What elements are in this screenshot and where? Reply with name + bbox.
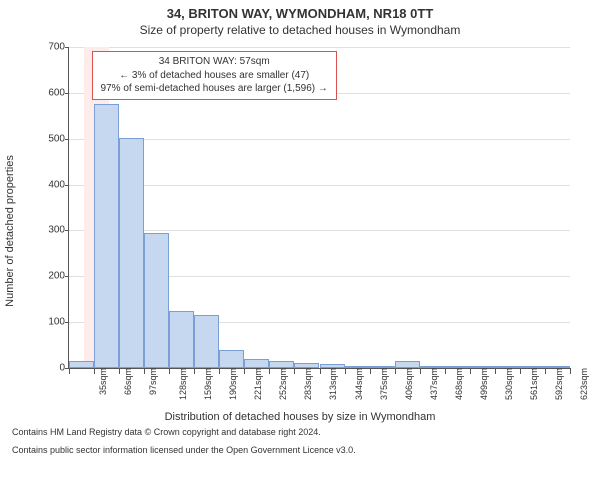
page-subtitle: Size of property relative to detached ho…	[0, 23, 600, 37]
x-tick-label: 128sqm	[178, 368, 188, 400]
x-tick-mark	[395, 368, 396, 374]
x-tick-mark	[345, 368, 346, 374]
x-tick-mark	[470, 368, 471, 374]
x-tick-mark	[520, 368, 521, 374]
x-tick-mark	[420, 368, 421, 374]
footer-line-2: Contains public sector information licen…	[12, 445, 588, 457]
y-tick-label: 0	[35, 363, 65, 374]
page-title: 34, BRITON WAY, WYMONDHAM, NR18 0TT	[0, 6, 600, 21]
x-tick-mark	[244, 368, 245, 374]
gridline	[69, 47, 570, 48]
x-tick-mark	[545, 368, 546, 374]
x-tick-label: 344sqm	[354, 368, 364, 400]
x-tick-mark	[445, 368, 446, 374]
x-axis-label: Distribution of detached houses by size …	[165, 411, 436, 423]
x-tick-label: 623sqm	[579, 368, 589, 400]
bar	[144, 233, 169, 368]
x-tick-label: 66sqm	[123, 368, 133, 395]
chart-area: Number of detached properties 0100200300…	[20, 41, 580, 421]
y-tick-label: 300	[35, 225, 65, 236]
y-tick-mark	[65, 230, 69, 231]
bar	[244, 359, 269, 368]
y-tick-label: 600	[35, 87, 65, 98]
x-tick-label: 221sqm	[253, 368, 263, 400]
x-tick-label: 530sqm	[504, 368, 514, 400]
x-tick-label: 252sqm	[278, 368, 288, 400]
x-tick-label: 97sqm	[148, 368, 158, 395]
legend-box: 34 BRITON WAY: 57sqm ← 3% of detached ho…	[92, 51, 337, 100]
x-tick-label: 437sqm	[429, 368, 439, 400]
x-tick-mark	[119, 368, 120, 374]
x-tick-mark	[219, 368, 220, 374]
x-tick-mark	[495, 368, 496, 374]
x-tick-mark	[294, 368, 295, 374]
x-tick-mark	[194, 368, 195, 374]
legend-line-2: ← 3% of detached houses are smaller (47)	[101, 69, 328, 83]
x-tick-label: 283sqm	[303, 368, 313, 400]
x-tick-label: 406sqm	[404, 368, 414, 400]
x-tick-mark	[94, 368, 95, 374]
y-axis-label: Number of detached properties	[4, 155, 16, 307]
y-tick-mark	[65, 322, 69, 323]
y-tick-label: 100	[35, 317, 65, 328]
bar	[219, 350, 244, 368]
x-tick-label: 35sqm	[98, 368, 108, 395]
x-tick-mark	[570, 368, 571, 374]
y-tick-mark	[65, 276, 69, 277]
x-tick-label: 313sqm	[328, 368, 338, 400]
plot-area: 010020030040050060070035sqm66sqm97sqm128…	[68, 47, 570, 369]
x-tick-label: 592sqm	[554, 368, 564, 400]
gridline	[69, 185, 570, 186]
x-tick-mark	[269, 368, 270, 374]
gridline	[69, 139, 570, 140]
bar	[119, 138, 144, 368]
x-tick-mark	[169, 368, 170, 374]
y-tick-label: 400	[35, 179, 65, 190]
bar	[169, 311, 194, 368]
x-tick-mark	[370, 368, 371, 374]
footer-line-1: Contains HM Land Registry data © Crown c…	[12, 427, 588, 439]
legend-line-3: 97% of semi-detached houses are larger (…	[101, 82, 328, 96]
y-tick-label: 200	[35, 271, 65, 282]
y-tick-label: 700	[35, 42, 65, 53]
x-tick-label: 561sqm	[529, 368, 539, 400]
y-tick-mark	[65, 185, 69, 186]
bar	[194, 315, 219, 368]
gridline	[69, 230, 570, 231]
bar	[395, 361, 420, 368]
y-tick-mark	[65, 47, 69, 48]
x-tick-mark	[320, 368, 321, 374]
y-tick-mark	[65, 93, 69, 94]
bar	[94, 104, 119, 368]
x-tick-label: 499sqm	[479, 368, 489, 400]
x-tick-label: 190sqm	[228, 368, 238, 400]
x-tick-mark	[144, 368, 145, 374]
x-tick-label: 468sqm	[454, 368, 464, 400]
legend-line-1: 34 BRITON WAY: 57sqm	[101, 55, 328, 69]
x-tick-mark	[69, 368, 70, 374]
bar	[269, 361, 294, 368]
y-tick-label: 500	[35, 133, 65, 144]
bar	[69, 361, 94, 368]
x-tick-label: 375sqm	[379, 368, 389, 400]
y-tick-mark	[65, 139, 69, 140]
x-tick-label: 159sqm	[203, 368, 213, 400]
